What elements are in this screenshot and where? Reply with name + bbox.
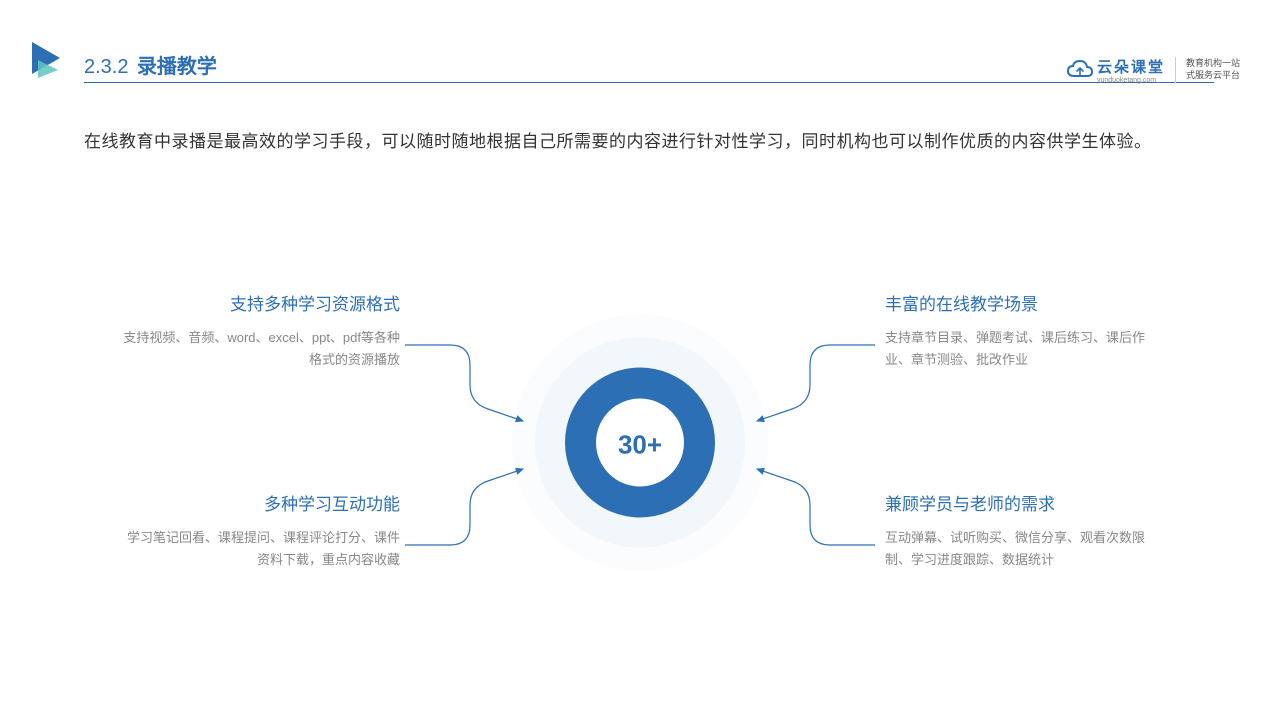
feature-title: 支持多种学习资源格式 [120,290,400,315]
brand-logo: 云朵课堂 yunduoketang.com 教育机构一站 式服务云平台 [1067,56,1240,84]
cloud-icon [1067,60,1093,80]
feature-bottom-right: 兼顾学员与老师的需求 互动弹幕、试听购买、微信分享、观看次数限制、学习进度跟踪、… [885,490,1165,571]
logo-tagline: 教育机构一站 式服务云平台 [1186,58,1240,81]
section-number: 2.3.2 [84,56,128,78]
logo-divider [1175,57,1176,83]
heading-underline [84,82,1214,83]
feature-top-left: 支持多种学习资源格式 支持视频、音频、word、excel、ppt、pdf等各种… [120,290,400,371]
feature-desc: 支持视频、音频、word、excel、ppt、pdf等各种格式的资源播放 [120,327,400,371]
tagline-line2: 式服务云平台 [1186,70,1240,82]
feature-desc: 互动弹幕、试听购买、微信分享、观看次数限制、学习进度跟踪、数据统计 [885,527,1165,571]
feature-title: 丰富的在线教学场景 [885,290,1165,315]
play-icon [32,42,68,83]
logo-brand-text: 云朵课堂 [1097,56,1165,77]
slide-header: 2.3.2 录播教学 云朵课堂 yunduoketang.com 教育机构一站 … [0,30,1280,90]
feature-desc: 学习笔记回看、课程提问、课程评论打分、课件资料下载，重点内容收藏 [120,527,400,571]
feature-title: 多种学习互动功能 [120,490,400,515]
section-title: 录播教学 [137,56,217,78]
tagline-line1: 教育机构一站 [1186,58,1240,70]
feature-diagram: 30+ 支持多种学习资源格式 支持视频、音频、word、excel、ppt、pd… [0,255,1280,635]
intro-paragraph: 在线教育中录播是最高效的学习手段，可以随时随地根据自己所需要的内容进行针对性学习… [84,125,1210,159]
logo-mark: 云朵课堂 yunduoketang.com [1067,56,1165,84]
center-value: 30+ [618,430,662,461]
feature-title: 兼顾学员与老师的需求 [885,490,1165,515]
section-heading: 2.3.2 录播教学 [84,50,217,79]
feature-desc: 支持章节目录、弹题考试、课后练习、课后作业、章节测验、批改作业 [885,327,1165,371]
feature-bottom-left: 多种学习互动功能 学习笔记回看、课程提问、课程评论打分、课件资料下载，重点内容收… [120,490,400,571]
logo-domain-text: yunduoketang.com [1097,77,1165,84]
feature-top-right: 丰富的在线教学场景 支持章节目录、弹题考试、课后练习、课后作业、章节测验、批改作… [885,290,1165,371]
